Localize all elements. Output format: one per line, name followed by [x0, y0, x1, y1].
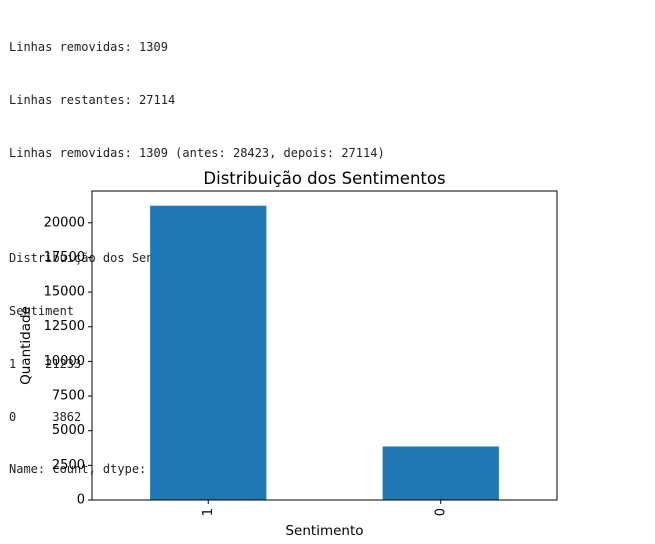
bar-0 [382, 446, 499, 500]
chart-title: Distribuição dos Sentimentos [203, 169, 445, 188]
x-tick-label: 1 [201, 508, 216, 516]
x-axis-label: Sentimento [285, 523, 363, 539]
output-line: Linhas removidas: 1309 [9, 40, 168, 55]
y-tick-label: 0 [77, 493, 85, 508]
y-tick-label: 17500 [44, 250, 85, 265]
y-tick-label: 10000 [44, 354, 85, 369]
output-line: Linhas removidas: 1309 (antes: 28423, de… [9, 145, 385, 160]
output-line: 0 3862 [9, 409, 82, 424]
y-tick-label: 20000 [44, 215, 85, 230]
output-line: Linhas restantes: 27114 [9, 92, 176, 107]
bars-group [150, 205, 499, 501]
y-axis: 0 2500 5000 7500 10000 12500 15000 17500 20000 [44, 215, 92, 508]
y-tick-label: 7500 [52, 389, 85, 404]
y-axis-label: Quantidade [18, 306, 34, 385]
y-tick-label: 15000 [44, 285, 85, 300]
bar-1 [150, 205, 267, 501]
output-line: 1 21233 [9, 356, 82, 371]
plot-frame [91, 190, 558, 501]
output-line: Sentiment [9, 304, 75, 319]
y-tick-label: 5000 [52, 423, 85, 438]
x-tick-label: 0 [433, 508, 448, 516]
y-tick-label: 12500 [44, 319, 85, 334]
y-tick-label: 2500 [52, 458, 85, 473]
